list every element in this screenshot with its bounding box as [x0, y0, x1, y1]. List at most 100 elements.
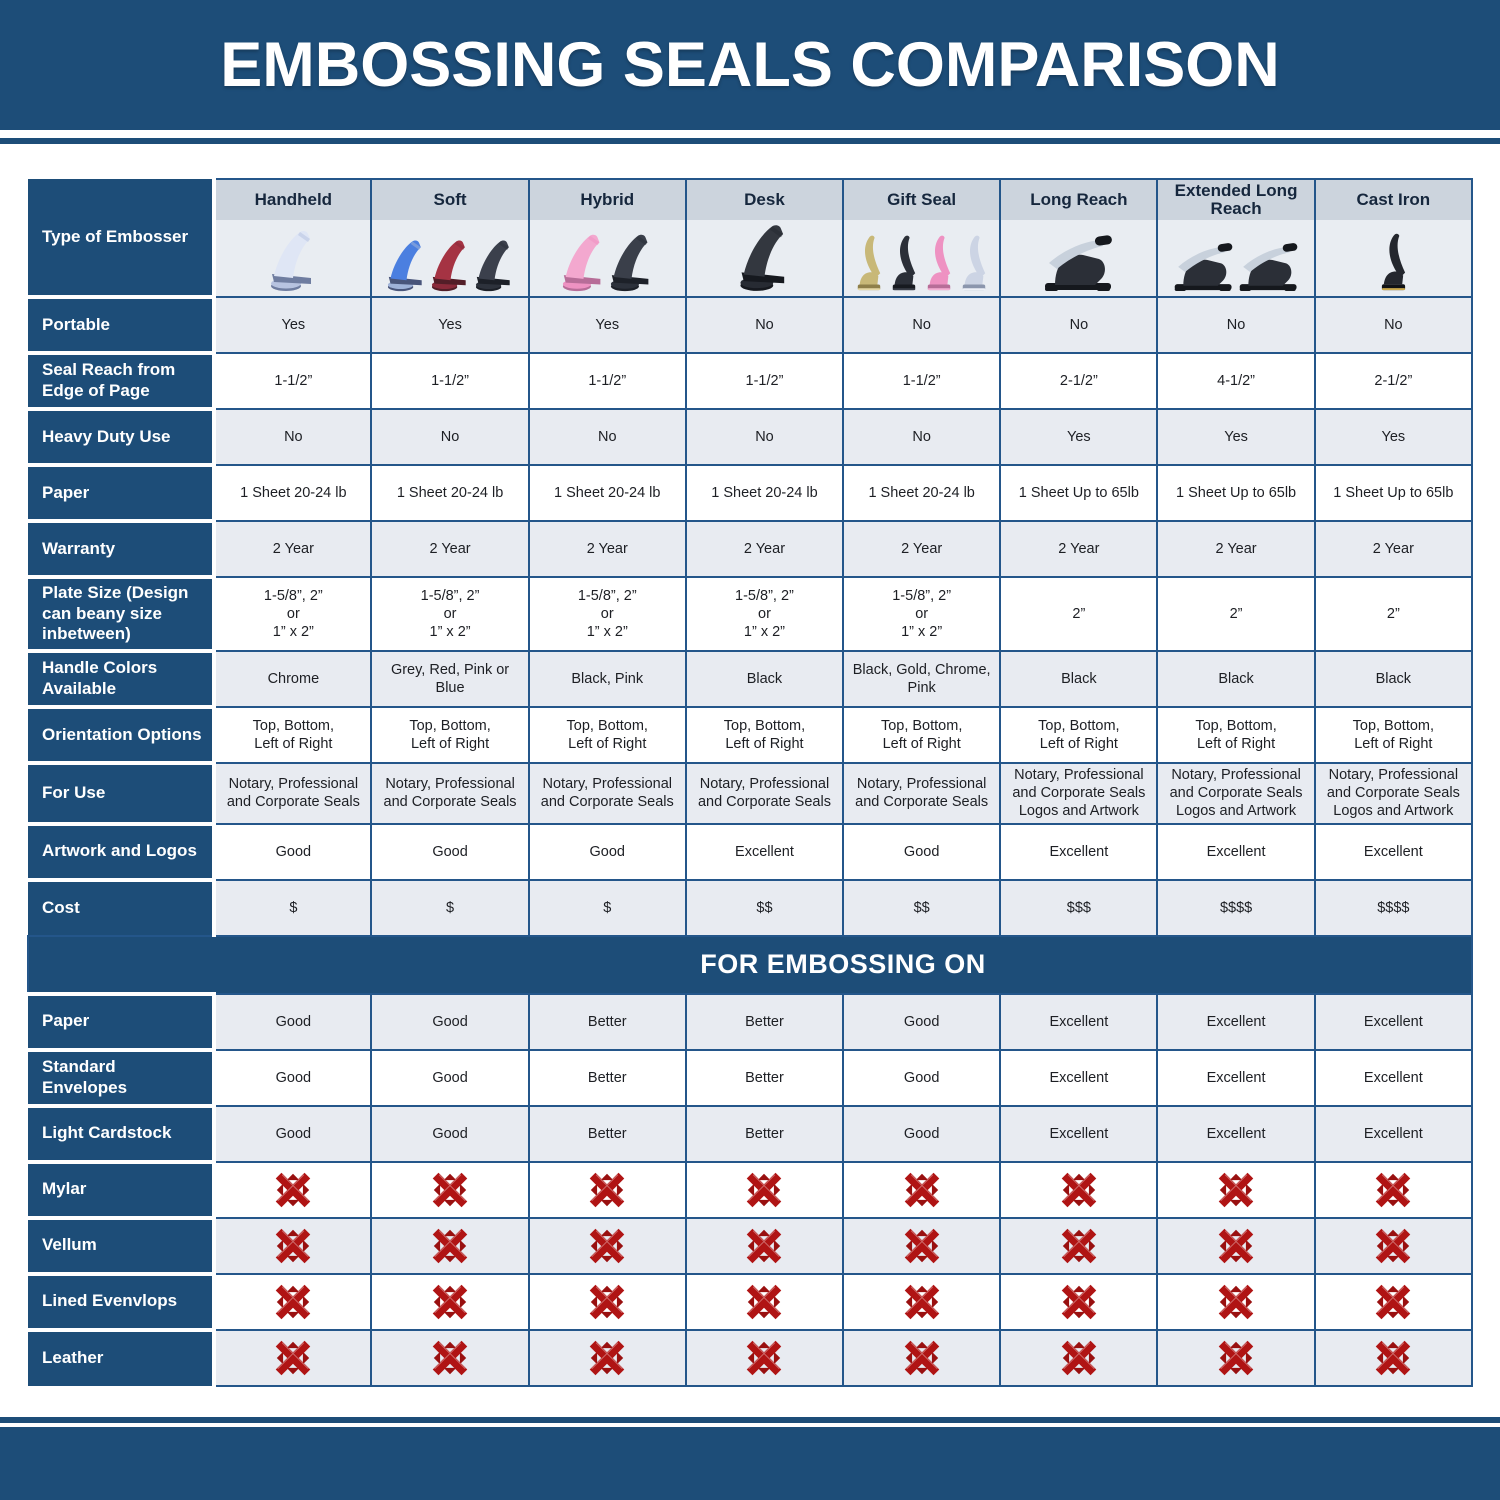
table-cell: 1-1/2” — [213, 352, 373, 410]
table-cell: Good — [370, 1048, 530, 1107]
column-cell-hybrid: Hybrid — [527, 178, 687, 298]
table-cell: Excellent — [999, 1104, 1159, 1163]
table-cell: 2 Year — [213, 520, 373, 578]
table-cell: Yes — [370, 296, 530, 354]
table-cell: $ — [527, 878, 687, 937]
table-cell: 1 Sheet 20-24 lb — [370, 464, 530, 522]
table-row: Handle Colors Available Chrome Grey, Red, … — [28, 649, 1474, 709]
table-cell: 2” — [999, 575, 1159, 653]
table-cell — [1156, 1272, 1316, 1331]
row-header-handle-colors-available: Handle Colors Available — [28, 649, 217, 708]
embosser-image-handheld — [216, 220, 371, 296]
table-cell — [213, 1272, 373, 1331]
table-cell — [684, 1216, 845, 1275]
row-header-standard-envelopes: Standard Envelopes — [28, 1047, 217, 1106]
table-cell: Excellent — [999, 992, 1159, 1051]
table-cell: 1-5/8”, 2” or 1” x 2” — [527, 575, 687, 653]
row-header-paper: Paper — [28, 991, 217, 1050]
not-embossable-x-icon — [1218, 1284, 1254, 1319]
embossing-on-banner: FOR EMBOSSING ON — [27, 934, 1473, 995]
table-cell — [842, 1216, 1002, 1275]
table-cell: 2 Year — [1156, 520, 1316, 578]
table-cell: No — [842, 408, 1002, 466]
soft-embosser-black-icon — [475, 240, 510, 292]
table-cell: 1 Sheet 20-24 lb — [842, 464, 1002, 522]
table-cell: No — [213, 408, 373, 466]
embosser-image-long-reach — [1001, 220, 1157, 296]
table-row: Seal Reach from Edge of Page 1-1/2” 1-1/2”… — [28, 351, 1474, 410]
table-cell: Notary, Professional and Corporate Seals — [370, 762, 530, 825]
table-cell: Yes — [999, 408, 1159, 466]
not-embossable-x-icon — [1376, 1228, 1411, 1263]
table-cell: Black — [999, 650, 1159, 709]
table-cell: 2 Year — [842, 520, 1002, 578]
table-cell — [527, 1160, 687, 1219]
not-embossable-x-icon — [432, 1172, 468, 1207]
hybrid-embosser-black-icon — [610, 234, 649, 292]
table-row: For Use Notary, Professional and Corporat… — [28, 761, 1474, 825]
embossing-on-banner-row: FOR EMBOSSING ON — [27, 934, 1473, 995]
table-cell: No — [842, 296, 1002, 354]
row-header-type-of-embosser: Type of Embosser — [28, 179, 217, 297]
table-cell: 1 Sheet 20-24 lb — [213, 464, 373, 522]
table-cell: No — [1313, 296, 1474, 354]
table-cell — [1313, 1216, 1474, 1275]
table-cell: Good — [527, 822, 687, 881]
table-cell — [684, 1272, 845, 1331]
extended-long-reach-embosser-icon — [1174, 243, 1232, 291]
column-header-gift-seal: Gift Seal — [844, 180, 1000, 220]
table-row: Warranty 2 Year 2 Year 2 Year 2 Year 2 Year 2 … — [28, 519, 1474, 578]
row-header-mylar: Mylar — [28, 1159, 217, 1218]
table-cell: 2 Year — [527, 520, 687, 578]
embosser-image-cast-iron — [1315, 220, 1471, 296]
not-embossable-x-icon — [904, 1228, 939, 1263]
table-cell: Excellent — [1156, 1104, 1316, 1163]
table-cell — [1313, 1272, 1474, 1331]
table-cell — [684, 1328, 845, 1387]
embosser-image-desk — [686, 220, 843, 296]
column-header-desk: Desk — [686, 180, 843, 220]
not-embossable-x-icon — [276, 1172, 311, 1207]
table-cell: 2 Year — [370, 520, 530, 578]
table-cell: 2-1/2” — [1313, 352, 1474, 410]
column-cell-soft: Soft — [370, 178, 530, 298]
table-cell: Better — [527, 992, 687, 1051]
title-band: EMBOSSING SEALS COMPARISON — [0, 0, 1500, 130]
row-header-heavy-duty-use: Heavy Duty Use — [28, 407, 217, 465]
handheld-embosser-icon — [271, 230, 312, 291]
row-header-seal-reach-from-edge-of-page: Seal Reach from Edge of Page — [28, 351, 217, 409]
embosser-image-hybrid — [529, 220, 685, 296]
hybrid-embosser-pink-icon — [562, 234, 601, 292]
table-cell: 1-5/8”, 2” or 1” x 2” — [213, 575, 373, 653]
row-header-orientation-options: Orientation Options — [28, 705, 217, 764]
not-embossable-x-icon — [276, 1228, 311, 1263]
table-row: Mylar — [28, 1159, 1474, 1219]
desk-embosser-icon — [740, 225, 785, 291]
column-cell-long-reach: Long Reach — [999, 178, 1159, 298]
table-cell: Good — [842, 1104, 1002, 1163]
table-cell: 4-1/2” — [1156, 352, 1316, 410]
table-cell: Good — [370, 992, 530, 1051]
footer-bar — [0, 1427, 1500, 1500]
table-row: Paper Good Good Better Better Good Excellent Ex… — [28, 991, 1474, 1051]
table-cell — [213, 1328, 373, 1387]
table-cell — [999, 1216, 1159, 1275]
table-cell: Better — [527, 1048, 687, 1107]
table-cell: Good — [370, 822, 530, 881]
table-cell — [842, 1328, 1002, 1387]
table-cell: 1-1/2” — [370, 352, 530, 410]
table-cell: $$$$ — [1156, 878, 1316, 937]
not-embossable-x-icon — [589, 1284, 625, 1319]
table-cell: 1 Sheet 20-24 lb — [684, 464, 845, 522]
table-cell: $$ — [842, 878, 1002, 937]
table-cell: Top, Bottom, Left of Right — [1313, 706, 1474, 765]
table-cell: Notary, Professional and Corporate Seals — [213, 762, 373, 825]
soft-embosser-blue-icon — [387, 240, 422, 292]
table-cell — [1313, 1328, 1474, 1387]
table-cell — [1156, 1328, 1316, 1387]
not-embossable-x-icon — [1376, 1284, 1411, 1319]
table-cell: Top, Bottom, Left of Right — [370, 706, 530, 765]
table-row: Lined Evenvlops — [28, 1271, 1474, 1331]
table-cell: 1-1/2” — [684, 352, 845, 410]
